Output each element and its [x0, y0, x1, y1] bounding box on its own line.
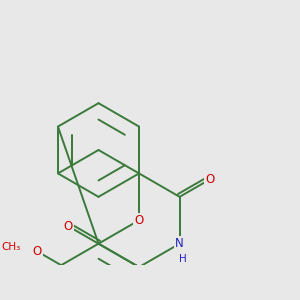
Text: H: H — [179, 254, 187, 264]
Text: O: O — [206, 173, 215, 186]
Text: CH₃: CH₃ — [2, 242, 21, 252]
Text: O: O — [64, 220, 73, 232]
Text: O: O — [32, 245, 41, 258]
Text: N: N — [175, 237, 184, 250]
Text: O: O — [134, 214, 144, 227]
